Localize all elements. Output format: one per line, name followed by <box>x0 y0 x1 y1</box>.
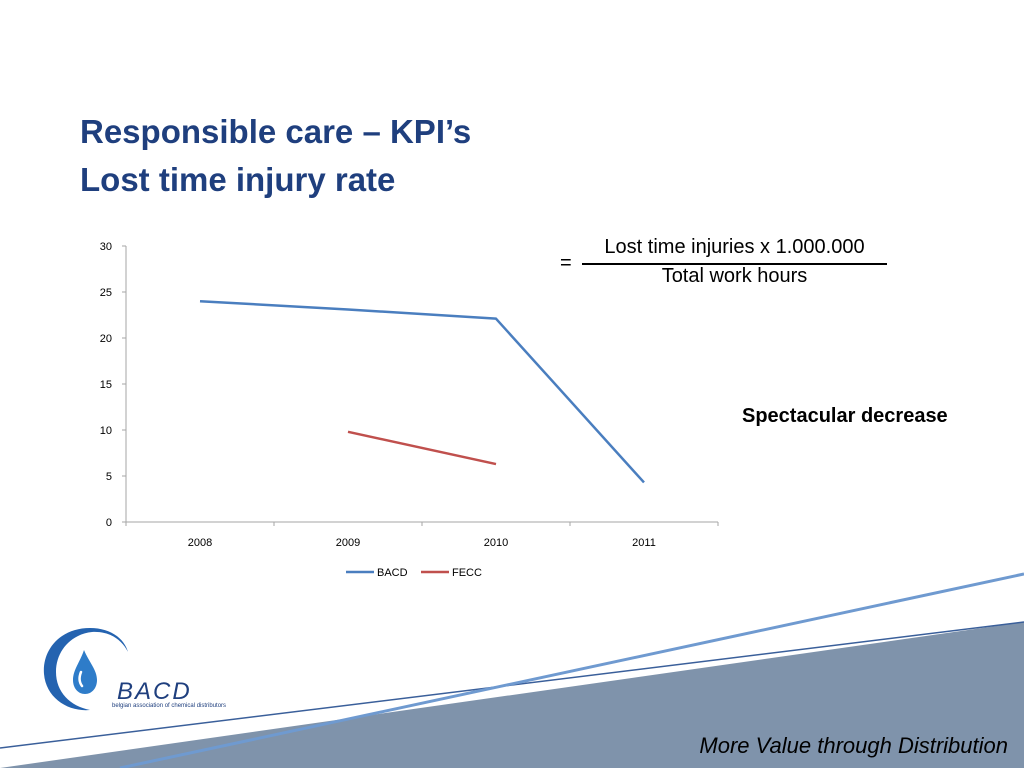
legend-label-bacd: BACD <box>377 567 408 579</box>
y-tick-label: 5 <box>106 471 112 483</box>
legend-label-fecc: FECC <box>452 567 482 579</box>
y-tick-label: 20 <box>100 333 112 345</box>
bacd-logo <box>43 628 128 711</box>
footer-band <box>0 622 1024 768</box>
series-group <box>199 299 645 484</box>
title-line-1: Responsible care – KPI’s <box>80 113 472 150</box>
droplet-highlight <box>78 670 84 688</box>
footer-line-light <box>119 572 1024 768</box>
formula-equals: = <box>560 252 572 274</box>
x-tick-label: 2009 <box>336 537 360 549</box>
x-axis: 2008 2009 2010 2011 <box>125 521 719 549</box>
x-tick-label: 2010 <box>484 537 508 549</box>
series-line-fecc <box>347 430 497 466</box>
x-tick-label: 2008 <box>188 537 212 549</box>
legend: BACD FECC <box>346 567 482 579</box>
y-axis: 0 5 10 15 20 25 30 <box>100 241 127 529</box>
tagline: More Value through Distribution <box>699 733 1008 758</box>
formula-denominator: Total work hours <box>661 265 808 287</box>
formula: = Lost time injuries x 1.000.000 Total w… <box>560 236 890 296</box>
y-tick-label: 10 <box>100 425 112 437</box>
title-line-2: Lost time injury rate <box>80 161 396 198</box>
y-tick-label: 15 <box>100 379 112 391</box>
logo-name: BACD <box>117 678 192 705</box>
y-tick-label: 25 <box>100 287 112 299</box>
x-tick-label: 2011 <box>632 537 656 549</box>
slide-title: Responsible care – KPI’s Lost time injur… <box>80 108 471 204</box>
formula-numerator: Lost time injuries x 1.000.000 <box>604 236 865 258</box>
series-line-bacd <box>199 299 645 484</box>
y-tick-label: 0 <box>106 517 112 529</box>
annotation-note: Spectacular decrease <box>742 405 948 427</box>
logo-subtitle: belgian association of chemical distribu… <box>112 703 227 709</box>
y-tick-label: 30 <box>100 241 112 253</box>
fraction-bar <box>582 263 887 265</box>
droplet-icon <box>73 650 97 694</box>
